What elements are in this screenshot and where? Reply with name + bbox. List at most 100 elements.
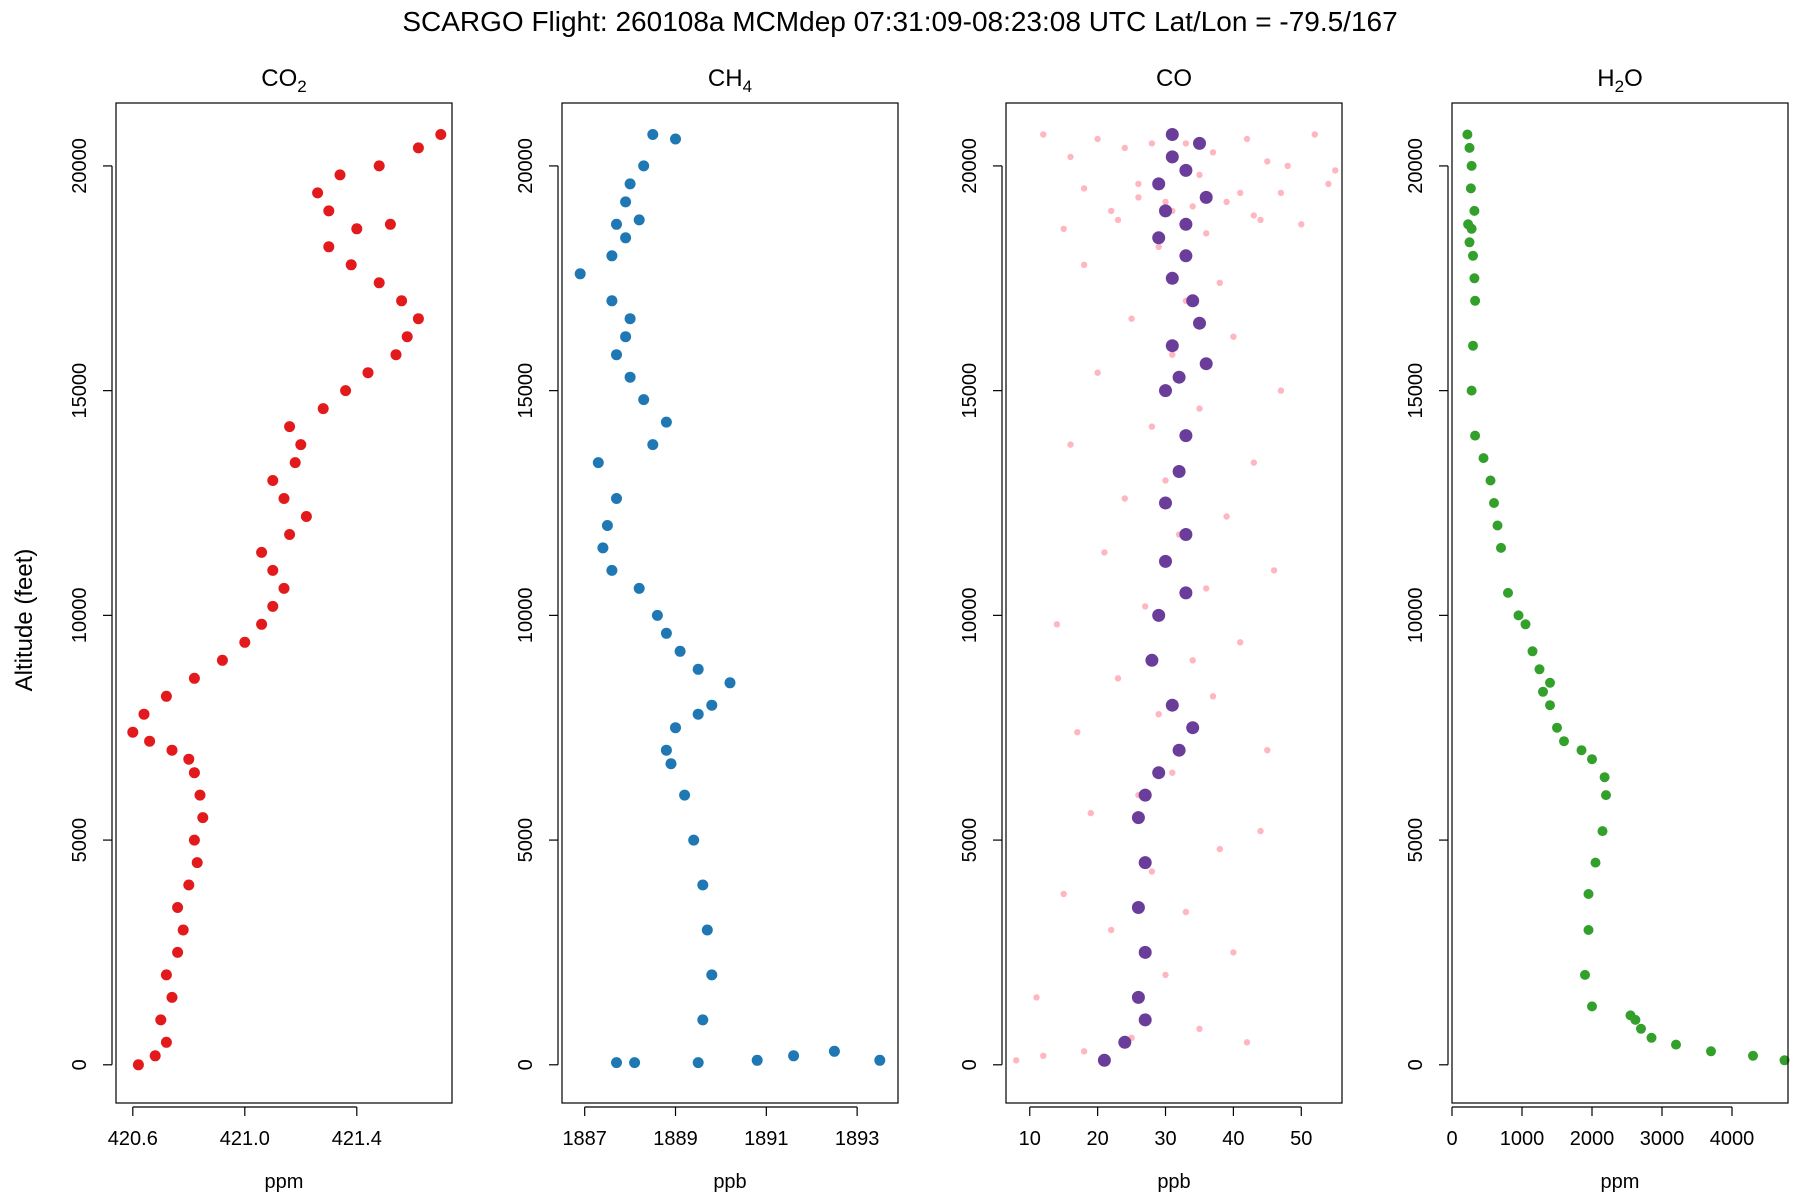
x-tick-label: 40 — [1222, 1128, 1244, 1150]
data-point — [692, 663, 704, 675]
data-point — [267, 475, 279, 486]
y-tick-label: 20000 — [515, 138, 537, 194]
x-axis: 0 1000 2000 3000 4000 ppm — [1446, 1106, 1754, 1193]
data-point — [127, 726, 139, 738]
data-point — [1128, 315, 1135, 322]
data-point — [188, 767, 200, 779]
data-point — [1706, 1046, 1716, 1057]
data-point — [1237, 639, 1244, 646]
data-point — [1097, 1053, 1111, 1067]
data-point — [1576, 745, 1587, 756]
data-point — [1469, 205, 1480, 216]
data-point — [629, 1057, 641, 1069]
data-point — [1465, 183, 1476, 194]
data-point — [1223, 198, 1230, 206]
data-point — [692, 1057, 704, 1069]
data-point — [1193, 316, 1206, 330]
data-point — [1152, 608, 1166, 622]
y-tick-label: 0 — [1405, 1059, 1427, 1070]
data-point — [1216, 845, 1224, 853]
x-tick-label: 0 — [1446, 1128, 1457, 1150]
data-point — [1148, 868, 1156, 875]
data-point — [1463, 219, 1474, 230]
data-point — [1230, 949, 1237, 956]
data-point — [1182, 140, 1190, 147]
series-co-smoothed — [1097, 128, 1213, 1067]
panel-title-tail: O — [1624, 65, 1643, 92]
y-axis: 0 5000 10000 15000 20000 — [1405, 138, 1449, 1070]
data-point — [390, 349, 402, 361]
data-point — [177, 924, 189, 936]
data-point — [1203, 585, 1210, 592]
data-point — [160, 969, 172, 981]
x-tick-label: 420.6 — [108, 1128, 158, 1150]
data-point — [624, 313, 636, 325]
y-tick-label: 20000 — [959, 138, 981, 194]
data-point — [239, 636, 251, 648]
data-point — [1131, 990, 1145, 1004]
data-point — [1503, 587, 1513, 598]
data-point — [647, 439, 659, 451]
y-axis: 0 5000 10000 15000 20000 — [69, 138, 113, 1070]
data-point — [1165, 128, 1179, 141]
data-point — [1131, 811, 1145, 825]
data-point — [1196, 405, 1203, 412]
y-tick-label: 10000 — [515, 588, 537, 644]
data-point — [191, 857, 203, 869]
x-axis: 1887 1889 1891 1893 ppb — [562, 1106, 879, 1193]
x-axis: 10 20 30 40 50 ppb — [1019, 1106, 1312, 1193]
data-point — [278, 493, 290, 504]
data-point — [1155, 711, 1162, 718]
data-point — [692, 708, 704, 720]
data-point — [384, 218, 396, 230]
figure-title: SCARGO Flight: 260108a MCMdep 07:31:09-0… — [402, 6, 1397, 37]
data-point — [638, 160, 650, 172]
data-point — [1142, 603, 1149, 610]
data-point — [724, 677, 736, 689]
data-point — [1179, 429, 1193, 443]
data-point — [1189, 657, 1196, 664]
y-tick-label: 15000 — [959, 363, 981, 419]
data-point — [1013, 1057, 1020, 1064]
data-point — [638, 394, 650, 406]
x-axis-label: ppb — [713, 1171, 746, 1193]
data-point — [1179, 249, 1193, 263]
data-point — [788, 1050, 800, 1062]
data-point — [340, 385, 352, 397]
x-axis-label: ppm — [1601, 1171, 1640, 1193]
data-point — [1298, 221, 1305, 228]
data-point — [1121, 144, 1129, 152]
data-point — [1186, 721, 1200, 735]
x-tick-label: 1887 — [562, 1128, 607, 1150]
data-point — [1552, 722, 1562, 733]
data-point — [323, 241, 335, 253]
data-point — [1534, 664, 1545, 675]
x-tick-label: 50 — [1290, 1128, 1312, 1150]
data-point — [1165, 150, 1179, 164]
x-tick-label: 421.4 — [332, 1128, 382, 1150]
data-point — [1470, 430, 1481, 441]
data-point — [1513, 610, 1524, 621]
data-point — [1209, 149, 1217, 156]
y-tick-label: 0 — [69, 1059, 91, 1070]
data-point — [289, 457, 301, 469]
data-point — [216, 654, 228, 666]
data-point — [751, 1054, 763, 1066]
y-tick-label: 20000 — [1405, 138, 1427, 194]
data-point — [412, 142, 424, 154]
data-point — [312, 187, 324, 199]
data-point — [160, 1036, 172, 1048]
data-point — [188, 834, 200, 846]
data-point — [1196, 1025, 1203, 1033]
data-point — [1209, 693, 1217, 700]
panel-title-subscript: 2 — [1615, 77, 1624, 96]
data-point — [1270, 567, 1278, 574]
data-point — [1094, 135, 1101, 143]
data-point — [155, 1014, 167, 1026]
panel-title-main: CH — [708, 65, 743, 92]
data-point — [1468, 250, 1478, 261]
data-point — [601, 520, 613, 531]
y-tick-label: 15000 — [69, 363, 91, 419]
data-point — [1559, 736, 1569, 747]
